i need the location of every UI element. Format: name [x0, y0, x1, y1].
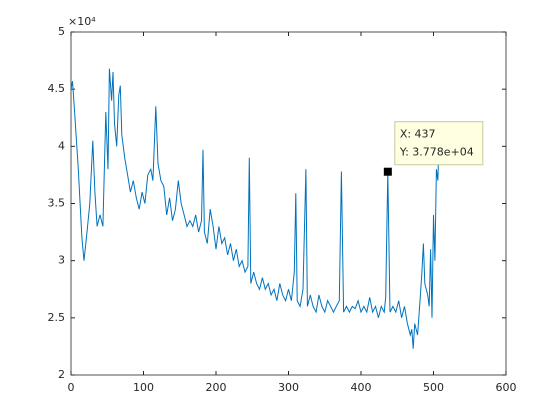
x-tick-label: 400 [351, 381, 372, 394]
y-exponent: ×10⁴ [68, 15, 96, 28]
x-tick-label: 100 [133, 381, 154, 394]
x-tick-label: 0 [68, 381, 75, 394]
y-tick-label: 4 [58, 139, 65, 152]
datatip-box [394, 121, 484, 166]
x-tick-label: 500 [423, 381, 444, 394]
y-tick-label: 3 [58, 254, 65, 267]
y-tick-label: 5 [58, 25, 65, 38]
y-tick-label: 2 [58, 368, 65, 381]
datatip-x: X: 437 [400, 128, 436, 141]
datatip-marker [383, 167, 392, 176]
x-tick-label: 300 [278, 381, 299, 394]
datatip-y: Y: 3.778e+04 [399, 146, 474, 159]
y-tick-label: 2.5 [48, 311, 66, 324]
y-tick-label: 3.5 [48, 197, 66, 210]
data-line [70, 68, 443, 349]
x-tick-label: 600 [496, 381, 517, 394]
y-tick-label: 4.5 [48, 82, 66, 95]
x-tick-label: 200 [206, 381, 227, 394]
plot-area [70, 31, 507, 376]
